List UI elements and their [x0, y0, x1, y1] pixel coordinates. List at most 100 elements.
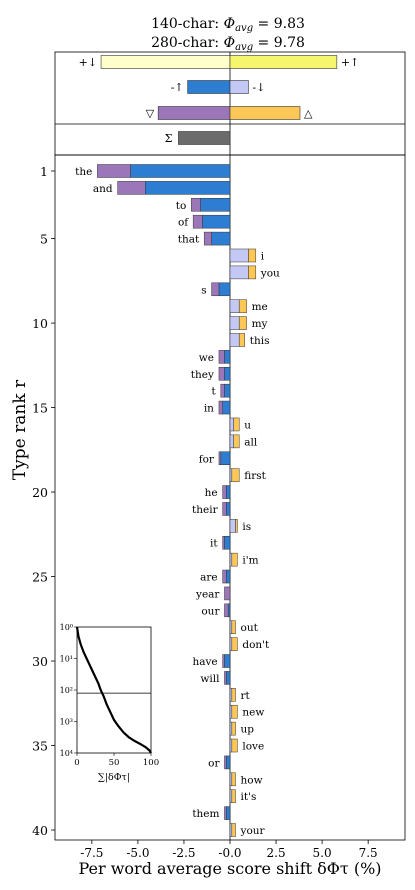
bar-segment-lightblue — [229, 823, 233, 837]
bar-segment-purple — [222, 654, 225, 668]
word-label: i — [261, 250, 265, 262]
inset-y-tick-label: 10² — [60, 686, 73, 695]
word-label: love — [242, 741, 264, 753]
inset-y-tick-label: 10⁴ — [60, 749, 73, 758]
word-row: of — [178, 214, 231, 229]
y-tick-label: 30 — [32, 654, 48, 669]
summary-label-sum: Σ — [165, 132, 173, 145]
summary-bar-negative — [157, 106, 231, 120]
bar-segment-orange — [233, 434, 240, 449]
bar-segment-blue — [226, 569, 231, 584]
bar-segment-orange — [235, 519, 238, 533]
word-row: and — [93, 181, 231, 195]
word-label: don't — [242, 639, 270, 651]
word-row: that — [178, 231, 231, 246]
word-row: i — [229, 248, 265, 263]
bar-segment-blue — [145, 181, 231, 195]
bar-segment-lightblue — [229, 704, 233, 719]
y-tick-label: 35 — [32, 739, 48, 754]
word-row: up — [229, 721, 254, 736]
word-label: year — [195, 588, 220, 600]
x-tick-label: 2.5 — [267, 846, 286, 860]
title-line: 140-char: Φavg = 9.83 — [151, 16, 305, 34]
word-row: your — [229, 823, 266, 837]
bar-segment-purple — [224, 586, 231, 601]
word-label: have — [192, 656, 217, 668]
bar-segment-orange — [231, 620, 236, 634]
bar-segment-lightblue — [229, 637, 233, 651]
word-row: rt — [229, 688, 251, 702]
bar-segment-lightblue — [229, 265, 249, 280]
bar-segment-orange — [231, 738, 238, 753]
word-row: it — [210, 535, 231, 550]
bar-segment-blue — [224, 350, 231, 364]
word-row: how — [229, 772, 263, 786]
word-label: your — [240, 825, 266, 837]
x-tick-label: 5.0 — [313, 846, 332, 860]
inset-frame — [76, 626, 152, 754]
bar-segment-purple — [191, 198, 201, 212]
word-row: i'm — [229, 552, 259, 567]
word-label: that — [178, 234, 200, 246]
word-row: their — [192, 502, 231, 516]
word-label: rt — [241, 690, 251, 702]
bar-segment-blue — [211, 231, 231, 246]
axis-labels: Per word average score shift δΦτ (%) Type… — [10, 379, 382, 878]
word-row: will — [200, 671, 231, 685]
word-row: them — [192, 806, 231, 820]
word-label: you — [260, 267, 280, 279]
bar-segment-orange — [233, 417, 240, 432]
word-label: and — [93, 183, 113, 195]
word-label: it — [210, 538, 218, 550]
summary-panel: +↓ +↑ -↑ -↓ ▽ △ Σ — [54, 51, 406, 156]
word-label: for — [199, 453, 215, 465]
bar-segment-orange — [231, 721, 236, 736]
x-tick-label: -7.5 — [80, 846, 103, 860]
bar-segment-lightblue — [229, 417, 234, 432]
bar-segment-purple — [224, 806, 227, 820]
bar-segment-blue — [130, 164, 231, 178]
bar-segment-orange — [231, 823, 236, 837]
word-label: it's — [241, 791, 257, 803]
x-axis-label: Per word average score shift δΦτ (%) — [78, 859, 381, 878]
word-label: how — [241, 774, 263, 786]
y-tick-label: 25 — [32, 570, 48, 585]
inset-curve — [75, 626, 152, 754]
word-row: we — [199, 350, 231, 364]
inset-y-tick-label: 10¹ — [60, 655, 73, 664]
summary-label-left: ▽ — [146, 107, 155, 120]
word-row: he — [205, 485, 231, 499]
word-label: this — [250, 335, 270, 347]
x-tick-label: -5.0 — [126, 846, 149, 860]
inset-y-tick-label: 10⁰ — [60, 623, 73, 632]
word-label: all — [244, 436, 258, 448]
y-tick-label: 1 — [40, 164, 48, 179]
word-row: to — [176, 198, 231, 212]
summary-bar-sum — [178, 131, 231, 145]
bar-segment-purple — [97, 164, 131, 178]
word-row: out — [229, 620, 259, 634]
bar-segment-orange — [231, 468, 240, 482]
word-row: for — [199, 451, 231, 465]
word-row: this — [229, 333, 270, 347]
bar-segment-purple — [222, 535, 225, 550]
summary-bar-positive — [229, 55, 338, 69]
bar-segment-orange — [231, 637, 238, 651]
bar-segment-orange — [238, 333, 245, 347]
y-tick-label: 5 — [40, 232, 48, 247]
word-label: will — [200, 673, 220, 685]
bar-segment-blue — [226, 755, 231, 770]
bar-segment-orange — [248, 248, 257, 263]
word-label: them — [192, 808, 219, 820]
summary-label-right: +↑ — [341, 56, 359, 69]
bar-segment-purple — [218, 350, 225, 364]
bar-segment-lightblue — [229, 552, 233, 567]
bar-segment-lightblue — [229, 688, 233, 702]
bar-segment-orange — [231, 789, 236, 803]
word-row: u — [229, 417, 251, 432]
y-tick-label: 10 — [32, 316, 48, 331]
bar-segment-blue — [226, 671, 231, 685]
bar-segment-blue — [226, 485, 231, 499]
word-label: are — [200, 572, 218, 584]
